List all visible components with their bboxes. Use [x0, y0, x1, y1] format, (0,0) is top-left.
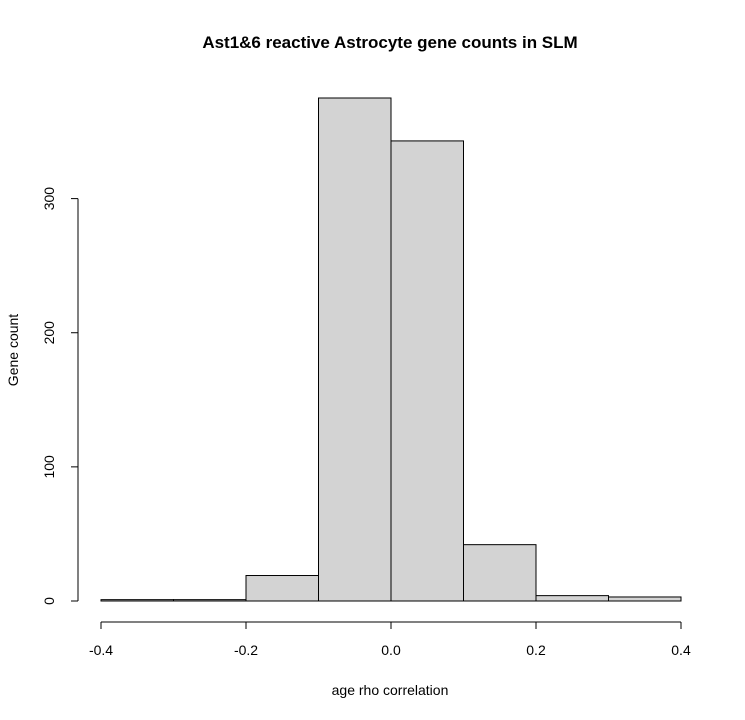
- y-tick-label: 300: [41, 187, 57, 211]
- histogram-bar: [318, 97, 392, 602]
- y-tick-label: 200: [41, 321, 57, 345]
- histogram-bar: [245, 575, 319, 602]
- y-axis-label: Gene count: [5, 314, 21, 386]
- histogram-bar: [390, 140, 464, 602]
- histogram-bar: [608, 596, 682, 602]
- histogram-bar: [100, 599, 174, 602]
- y-tick-label: 0: [41, 597, 57, 605]
- x-tick-label: -0.4: [89, 642, 113, 658]
- bars: [100, 97, 682, 602]
- y-tick-label: 100: [41, 455, 57, 479]
- x-tick-label: -0.2: [234, 642, 258, 658]
- x-tick-label: 0.0: [381, 642, 401, 658]
- y-axis: 0 100 200 300: [41, 187, 79, 605]
- x-tick-label: 0.4: [671, 642, 691, 658]
- histogram-bar: [463, 544, 537, 602]
- histogram-bar: [173, 599, 247, 602]
- x-axis-label: age rho correlation: [332, 682, 449, 698]
- histogram-bar: [535, 595, 609, 602]
- x-axis: -0.4 -0.2 0.0 0.2 0.4: [89, 621, 691, 658]
- x-tick-label: 0.2: [526, 642, 546, 658]
- chart-title: Ast1&6 reactive Astrocyte gene counts in…: [202, 33, 577, 52]
